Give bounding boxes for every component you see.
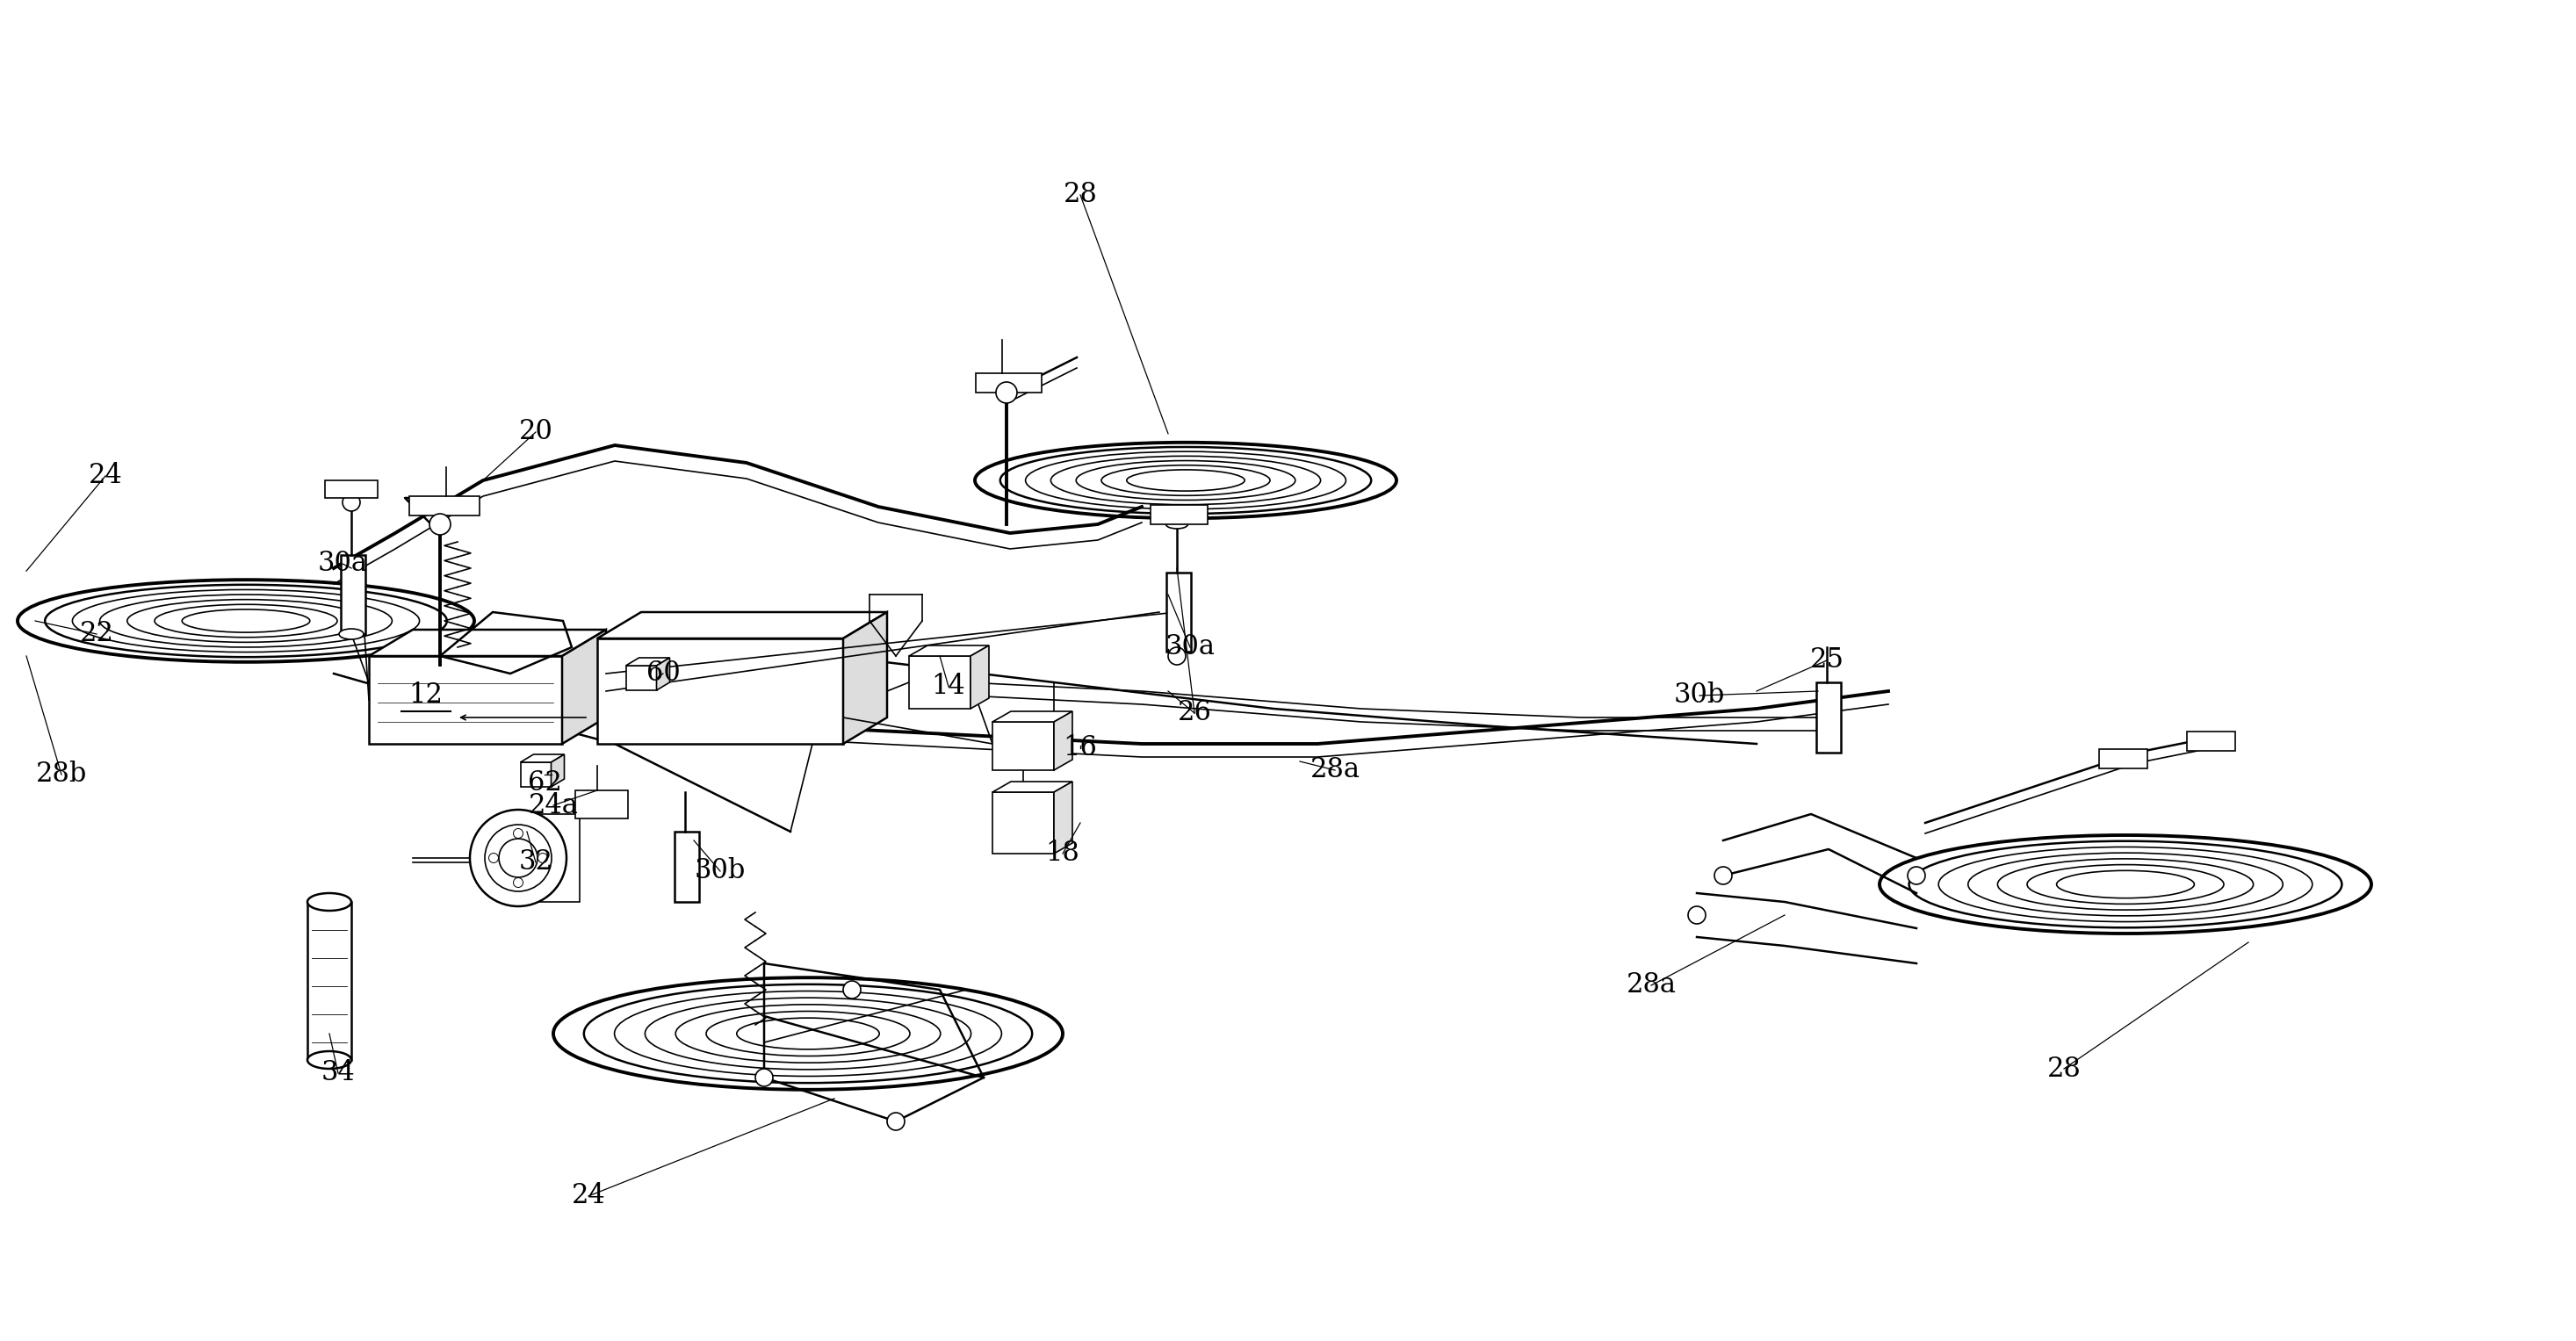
Bar xyxy=(410,496,479,515)
Polygon shape xyxy=(626,658,670,665)
Ellipse shape xyxy=(554,978,1064,1090)
Bar xyxy=(520,762,551,787)
Ellipse shape xyxy=(18,579,474,662)
Bar xyxy=(340,555,366,634)
Text: 24a: 24a xyxy=(528,791,577,819)
Polygon shape xyxy=(909,645,989,656)
Bar xyxy=(528,814,580,902)
Bar xyxy=(574,790,629,818)
Bar xyxy=(2099,750,2148,768)
Polygon shape xyxy=(657,658,670,691)
Text: 20: 20 xyxy=(518,418,554,445)
Text: 14: 14 xyxy=(933,673,966,700)
Ellipse shape xyxy=(974,443,1396,519)
Circle shape xyxy=(343,493,361,511)
Polygon shape xyxy=(520,755,564,762)
Bar xyxy=(976,373,1041,393)
Text: 28b: 28b xyxy=(36,760,88,789)
Bar xyxy=(626,665,657,691)
Bar xyxy=(992,721,1054,770)
Text: 28: 28 xyxy=(1064,181,1097,209)
Bar xyxy=(368,656,562,744)
Polygon shape xyxy=(562,630,605,744)
Bar xyxy=(992,793,1054,854)
Bar xyxy=(598,638,842,744)
Text: 30b: 30b xyxy=(696,857,747,885)
Text: 30a: 30a xyxy=(317,550,368,578)
Polygon shape xyxy=(1151,506,1208,524)
Polygon shape xyxy=(368,630,605,656)
Bar xyxy=(307,902,350,1059)
Polygon shape xyxy=(325,480,379,498)
Text: 18: 18 xyxy=(1046,839,1079,868)
Polygon shape xyxy=(992,782,1072,793)
Circle shape xyxy=(469,810,567,907)
Polygon shape xyxy=(598,611,886,638)
Text: 24: 24 xyxy=(572,1183,605,1210)
Text: 30b: 30b xyxy=(1674,683,1726,709)
Bar xyxy=(1816,683,1842,752)
Circle shape xyxy=(842,980,860,999)
Circle shape xyxy=(1167,648,1185,665)
Circle shape xyxy=(430,514,451,535)
Circle shape xyxy=(1716,866,1731,884)
Text: 28a: 28a xyxy=(1311,756,1360,783)
Polygon shape xyxy=(992,711,1072,721)
Text: 25: 25 xyxy=(1811,646,1844,675)
Text: 34: 34 xyxy=(322,1059,355,1086)
Text: 12: 12 xyxy=(410,683,443,709)
Polygon shape xyxy=(1054,782,1072,854)
Polygon shape xyxy=(971,645,989,708)
Circle shape xyxy=(1687,907,1705,924)
Text: 22: 22 xyxy=(80,621,113,648)
Polygon shape xyxy=(551,755,564,787)
Text: 24: 24 xyxy=(88,463,124,489)
Circle shape xyxy=(886,1113,904,1130)
Text: 62: 62 xyxy=(528,770,562,797)
Bar xyxy=(1167,573,1190,652)
Ellipse shape xyxy=(307,893,350,911)
Bar xyxy=(909,656,971,708)
Circle shape xyxy=(997,382,1018,404)
Ellipse shape xyxy=(1880,835,2372,933)
Bar xyxy=(2187,732,2236,751)
Bar xyxy=(675,831,698,902)
Text: 26: 26 xyxy=(1177,700,1211,727)
Text: 32: 32 xyxy=(518,849,554,876)
Text: 16: 16 xyxy=(1064,735,1097,762)
Ellipse shape xyxy=(1167,520,1188,528)
Circle shape xyxy=(755,1069,773,1086)
Text: 30a: 30a xyxy=(1164,633,1216,661)
Circle shape xyxy=(1909,866,1924,884)
Polygon shape xyxy=(1054,711,1072,770)
Text: 60: 60 xyxy=(647,660,680,687)
Text: 28: 28 xyxy=(2048,1055,2081,1082)
Ellipse shape xyxy=(307,1051,350,1069)
Text: 28a: 28a xyxy=(1625,972,1677,999)
Ellipse shape xyxy=(340,629,363,640)
Polygon shape xyxy=(842,611,886,744)
